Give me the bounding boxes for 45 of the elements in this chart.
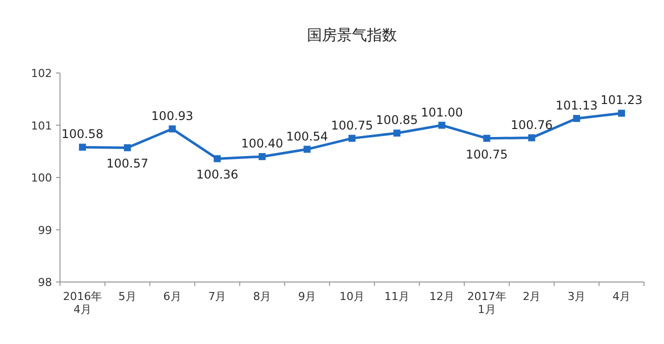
x-tick-label: 2017年 1月 xyxy=(467,290,506,316)
data-label: 100.85 xyxy=(376,113,418,128)
data-label: 100.58 xyxy=(61,127,104,142)
point xyxy=(483,134,490,142)
data-label: 101.00 xyxy=(420,105,463,120)
x-tick-label: 2016年 4月 xyxy=(62,290,102,316)
data-label: 100.36 xyxy=(196,168,238,182)
x-tick-label: 2月 xyxy=(522,290,541,303)
y-tick-label: 101 xyxy=(31,119,52,132)
y-tick-label: 102 xyxy=(31,67,52,80)
point xyxy=(168,125,176,132)
x-tick-label: 8月 xyxy=(253,290,272,303)
x-tick-label: 5月 xyxy=(118,290,136,303)
point xyxy=(618,110,626,117)
y-tick-label: 100 xyxy=(31,172,52,184)
data-label: 100.75 xyxy=(331,118,373,132)
data-label: 101.23 xyxy=(600,93,643,108)
data-label: 100.76 xyxy=(510,118,553,132)
x-tick-label: 4月 xyxy=(612,290,631,303)
data-label: 100.75 xyxy=(466,147,508,162)
x-tick-label: 3月 xyxy=(568,290,586,303)
point xyxy=(348,134,356,142)
point xyxy=(393,130,400,137)
point xyxy=(438,122,446,129)
data-label: 101.13 xyxy=(556,98,598,112)
x-tick-label: 11月 xyxy=(384,290,410,303)
point xyxy=(78,144,86,151)
x-tick-label: 10月 xyxy=(340,290,364,303)
point xyxy=(304,146,311,153)
data-label: 100.40 xyxy=(241,136,284,151)
chart-title: 国房景气指数 xyxy=(307,26,397,44)
point xyxy=(214,155,221,162)
point xyxy=(124,144,131,152)
data-label: 100.93 xyxy=(151,108,194,123)
data-label: 100.57 xyxy=(106,156,148,171)
y-tick-label: 99 xyxy=(38,224,52,237)
point xyxy=(528,134,536,142)
y-tick-label: 98 xyxy=(38,276,52,289)
x-tick-label: 6月 xyxy=(163,290,182,303)
x-tick-label: 9月 xyxy=(298,290,316,303)
x-tick-label: 12月 xyxy=(429,290,454,303)
point xyxy=(573,114,580,122)
point xyxy=(258,153,266,160)
data-label: 100.54 xyxy=(286,129,328,144)
x-tick-label: 7月 xyxy=(208,290,226,303)
